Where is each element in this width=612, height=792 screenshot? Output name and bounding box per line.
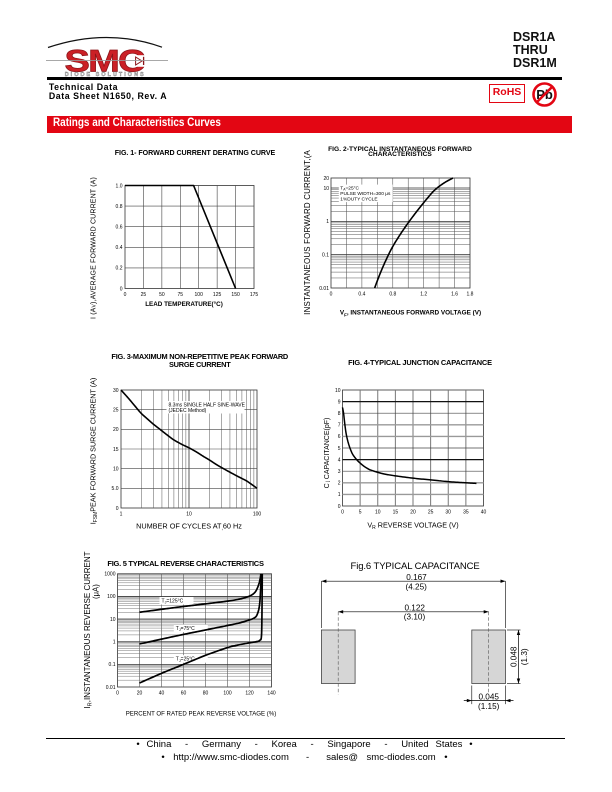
svg-text:1.0: 1.0 [116, 183, 123, 189]
svg-text:20: 20 [323, 176, 329, 182]
svg-text:20: 20 [410, 510, 416, 516]
svg-text:(JEDEC Method): (JEDEC Method) [169, 408, 207, 414]
svg-text:PULSE WIDTH=300 μs: PULSE WIDTH=300 μs [340, 191, 391, 197]
svg-text:IR,INSTANTANEOUS REVERSE CURRE: IR,INSTANTANEOUS REVERSE CURRENT [83, 551, 94, 708]
svg-text:100: 100 [223, 691, 232, 697]
svg-text:INSTANTANEOUS FORWARD CURRENT,: INSTANTANEOUS FORWARD CURRENT,(A) [303, 150, 312, 315]
svg-text:0.048: 0.048 [509, 646, 518, 667]
svg-text:50: 50 [159, 292, 165, 298]
svg-text:9: 9 [338, 399, 341, 405]
svg-text:10: 10 [186, 512, 192, 518]
svg-text:TJ=125°C: TJ=125°C [162, 599, 184, 605]
svg-text:TA=25°C: TA=25°C [340, 186, 359, 192]
svg-text:8: 8 [338, 411, 341, 417]
svg-text:75: 75 [178, 292, 184, 298]
svg-text:0: 0 [330, 292, 333, 298]
svg-text:10: 10 [335, 388, 341, 394]
svg-text:0.1: 0.1 [322, 253, 329, 259]
svg-text:0.045: 0.045 [478, 693, 499, 702]
svg-text:1000: 1000 [104, 572, 115, 578]
svg-text:1.6: 1.6 [451, 292, 458, 298]
svg-text:VR REVERSE VOLTAGE (V): VR REVERSE VOLTAGE (V) [367, 521, 458, 532]
svg-text:C j CAPACITANCE(pF): C j CAPACITANCE(pF) [324, 418, 331, 489]
svg-text:0: 0 [120, 286, 123, 292]
svg-text:15: 15 [393, 510, 399, 516]
svg-text:1%DUTY CYCLE: 1%DUTY CYCLE [340, 197, 377, 203]
svg-text:15: 15 [113, 447, 119, 453]
svg-text:0.6: 0.6 [116, 225, 123, 231]
svg-text:30: 30 [445, 510, 451, 516]
svg-text:25: 25 [141, 292, 147, 298]
svg-text:0: 0 [338, 504, 341, 510]
svg-text:100: 100 [195, 292, 204, 298]
svg-text:8.3ms SINGLE HALF SINE-WAVE: 8.3ms SINGLE HALF SINE-WAVE [169, 403, 246, 409]
svg-text:40: 40 [159, 691, 165, 697]
svg-text:60: 60 [181, 691, 187, 697]
svg-text:10: 10 [110, 617, 116, 623]
svg-text:0.4: 0.4 [358, 292, 365, 298]
svg-text:(1.15): (1.15) [478, 702, 500, 711]
svg-text:1: 1 [326, 219, 329, 225]
svg-text:0: 0 [124, 292, 127, 298]
svg-text:120: 120 [245, 691, 254, 697]
svg-text:5.0: 5.0 [112, 486, 119, 492]
svg-text:(4.25): (4.25) [406, 582, 428, 591]
svg-text:0.167: 0.167 [406, 573, 427, 582]
svg-text:80: 80 [203, 691, 209, 697]
svg-text:TJ=75°C: TJ=75°C [176, 626, 195, 632]
svg-text:0.122: 0.122 [404, 604, 425, 613]
svg-text:1: 1 [120, 512, 123, 518]
svg-text:0: 0 [116, 506, 119, 512]
svg-text:0: 0 [116, 691, 119, 697]
svg-text:30: 30 [113, 388, 119, 394]
svg-text:3: 3 [338, 469, 341, 475]
svg-text:0.2: 0.2 [116, 266, 123, 272]
svg-text:140: 140 [267, 691, 276, 697]
svg-text:0.1: 0.1 [109, 662, 116, 668]
svg-text:4: 4 [338, 457, 341, 463]
svg-text:25: 25 [113, 408, 119, 414]
svg-text:TJ=25°C: TJ=25°C [176, 657, 195, 663]
svg-text:VF, INSTANTANEOUS FORWARD VOLT: VF, INSTANTANEOUS FORWARD VOLTAGE (V) [340, 310, 481, 318]
svg-text:1: 1 [338, 492, 341, 498]
svg-text:2: 2 [338, 481, 341, 487]
svg-text:40: 40 [481, 510, 487, 516]
svg-text:0.01: 0.01 [319, 286, 329, 292]
svg-text:(μA): (μA) [92, 584, 101, 599]
svg-text:0.8: 0.8 [389, 292, 396, 298]
svg-text:10: 10 [323, 186, 329, 192]
svg-text:(1.3): (1.3) [520, 648, 529, 665]
svg-text:0.4: 0.4 [116, 245, 123, 251]
svg-text:IFSMPEAK FORWARD SURGE CURRENT: IFSMPEAK FORWARD SURGE CURRENT (A) [89, 378, 100, 525]
svg-text:25: 25 [428, 510, 434, 516]
svg-text:0.01: 0.01 [106, 685, 116, 691]
svg-text:1.8: 1.8 [467, 292, 474, 298]
svg-text:(3.10): (3.10) [404, 613, 426, 622]
svg-text:DIODE SOLUTIONS: DIODE SOLUTIONS [65, 72, 146, 78]
svg-text:20: 20 [113, 427, 119, 433]
svg-text:20: 20 [137, 691, 143, 697]
svg-text:0.8: 0.8 [116, 204, 123, 210]
svg-text:5: 5 [338, 446, 341, 452]
svg-text:10: 10 [375, 510, 381, 516]
svg-text:150: 150 [231, 292, 240, 298]
svg-text:100: 100 [253, 512, 262, 518]
svg-text:I (AV),AVERAGE FORWARD CURRENT: I (AV),AVERAGE FORWARD CURRENT (A) [90, 177, 97, 319]
svg-text:1: 1 [113, 640, 116, 646]
svg-text:125: 125 [213, 292, 222, 298]
svg-text:1.2: 1.2 [420, 292, 427, 298]
svg-text:5: 5 [359, 510, 362, 516]
svg-text:10: 10 [113, 467, 119, 473]
svg-text:175: 175 [250, 292, 259, 298]
svg-text:NUMBER OF CYCLES AT,60 Hz: NUMBER OF CYCLES AT,60 Hz [136, 521, 242, 531]
svg-text:PERCENT OF RATED PEAK REVERSE: PERCENT OF RATED PEAK REVERSE VOLTAGE (%… [126, 711, 277, 718]
svg-text:LEAD TEMPERATURE(°C): LEAD TEMPERATURE(°C) [145, 300, 223, 308]
svg-text:6: 6 [338, 434, 341, 440]
svg-text:7: 7 [338, 423, 341, 429]
svg-text:100: 100 [107, 594, 116, 600]
svg-text:35: 35 [463, 510, 469, 516]
svg-text:0: 0 [341, 510, 344, 516]
